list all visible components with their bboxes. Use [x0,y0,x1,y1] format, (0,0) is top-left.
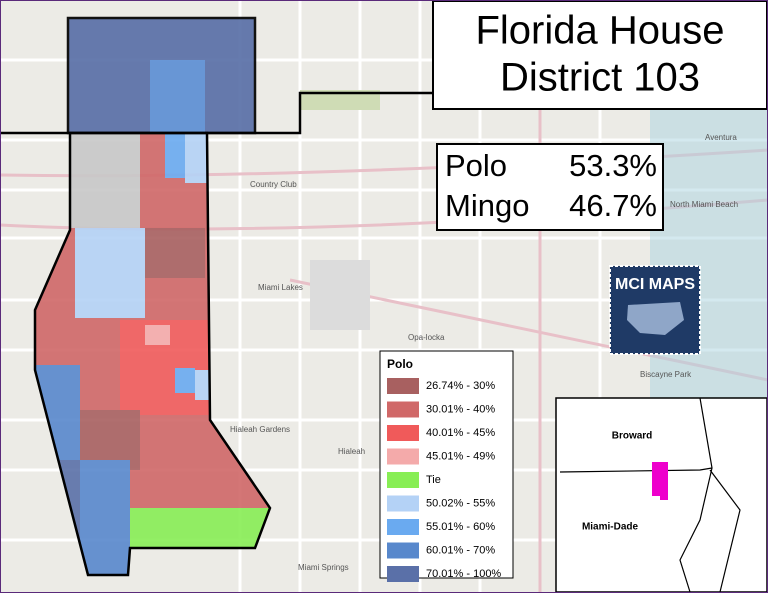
place-label: Miami Lakes [258,283,303,292]
legend-swatch [387,566,419,582]
candidate-share: 46.7% [569,188,657,223]
logo: MCI MAPS [609,265,701,355]
inset-label: Miami-Dade [582,522,639,533]
legend-swatch [387,542,419,559]
results-box: Polo 53.3% Mingo 46.7% [436,143,664,231]
district-top [66,16,257,135]
legend-label: 45.01% - 49% [426,450,495,462]
candidate-name: Polo [445,148,507,183]
legend-label: 30.01% - 40% [426,403,495,415]
place-label: Hialeah Gardens [230,425,290,434]
legend-label: 50.02% - 55% [426,497,495,509]
legend-label: Tie [426,474,441,486]
legend-label: 40.01% - 45% [426,427,495,439]
legend-swatch [387,519,419,535]
place-label: Biscayne Park [640,370,692,379]
legend-swatch [387,495,419,512]
title: Florida House [475,9,724,53]
place-label: Country Club [250,180,297,189]
district-outline [33,131,272,577]
county-line [0,91,432,135]
legend-label: 26.74% - 30% [426,380,495,392]
place-label: Opa-locka [408,333,445,342]
legend-swatch [387,425,419,441]
legend-swatch [387,378,419,394]
legend-label: 60.01% - 70% [426,544,495,556]
inset-label: Broward [612,431,653,442]
legend-swatch [387,448,419,465]
title: District 103 [500,56,700,100]
legend-swatch [387,472,419,488]
place-label: Miami Springs [298,563,349,572]
logo-text: MCI MAPS [615,276,695,293]
place-label: Aventura [705,133,737,142]
candidate-name: Mingo [445,188,529,223]
legend-label: 55.01% - 60% [426,521,495,533]
legend: Polo 26.74% - 30% 30.01% - 40% 40.01% - 45… [379,350,514,582]
candidate-share: 53.3% [569,148,657,183]
legend-title: Polo [387,357,413,371]
legend-label: 70.01% - 100% [426,568,501,580]
place-label: North Miami Beach [670,200,738,209]
inset: Broward Miami-Dade [555,397,768,593]
title-box: Florida House District 103 [432,0,768,110]
place-label: Hialeah [338,447,365,456]
legend-swatch [387,401,419,418]
